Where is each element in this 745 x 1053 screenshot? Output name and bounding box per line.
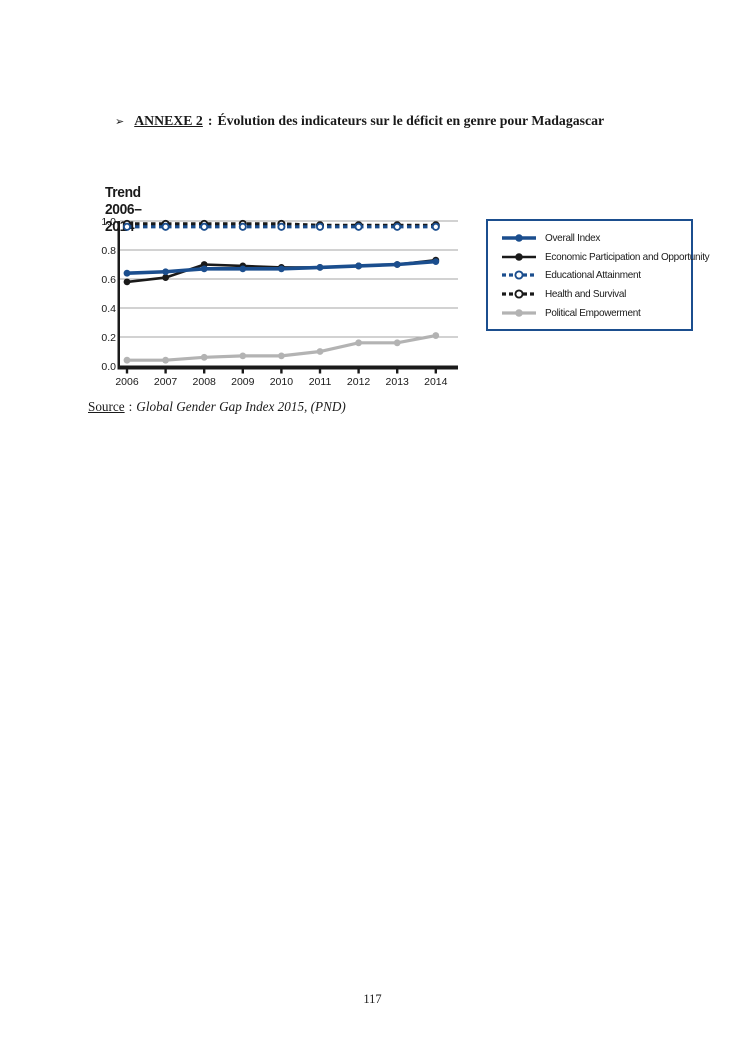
data-point: [123, 278, 131, 286]
x-tick-label: 2012: [347, 376, 371, 388]
y-tick-label: 0.8: [101, 245, 116, 257]
legend-swatch-icon: [502, 234, 536, 243]
header-separator: :: [207, 113, 213, 128]
legend-swatch-icon: [502, 289, 536, 299]
data-point: [315, 222, 325, 231]
x-tick: [357, 369, 360, 374]
arrow-bullet-icon: ➢: [115, 116, 125, 128]
x-tick: [241, 369, 244, 374]
legend-label: Educational Attainment: [545, 269, 641, 282]
legend-label: Political Empowerment: [545, 306, 641, 319]
data-point: [200, 353, 208, 361]
y-tick-label: 0.6: [101, 274, 116, 286]
x-tick: [125, 369, 129, 374]
legend-item: Economic Participation and Opportunity: [501, 248, 710, 267]
x-tick: [318, 369, 322, 374]
data-point: [123, 356, 131, 364]
source-label: Source: [88, 399, 125, 414]
data-point: [162, 356, 169, 364]
legend-swatch-icon: [502, 253, 536, 261]
y-tick-label: 1.0: [101, 216, 116, 228]
annexe-header-text: ANNEXE 2: Évolution des indicateurs sur l…: [134, 113, 604, 129]
legend-item: Political Empowerment: [501, 303, 691, 322]
x-tick-label: 2011: [309, 376, 332, 388]
data-point: [123, 269, 131, 277]
y-tick-label: 0.4: [101, 303, 116, 315]
data-point: [355, 262, 362, 270]
data-point: [161, 222, 170, 231]
annexe-title: Évolution des indicateurs sur le déficit…: [217, 113, 605, 128]
x-tick-label: 2014: [424, 376, 448, 388]
x-tick: [280, 369, 283, 374]
annexe-label: ANNEXE 2: [134, 113, 203, 128]
x-tick-label: 2007: [154, 376, 178, 388]
x-tick-label: 2006: [115, 376, 139, 388]
data-point: [393, 261, 401, 268]
y-tick-label: 0.2: [101, 332, 116, 344]
legend-label: Economic Participation and Opportunity: [545, 250, 710, 263]
legend-label: Health and Survival: [545, 288, 627, 301]
data-point: [239, 265, 247, 273]
data-point: [432, 258, 440, 265]
legend-item: Educational Attainment: [501, 266, 691, 285]
data-point: [393, 222, 402, 231]
source-separator: :: [128, 399, 133, 414]
legend-label: Overall Index: [545, 232, 601, 245]
data-point: [431, 222, 440, 231]
x-axis: [117, 365, 458, 370]
data-point: [122, 222, 132, 231]
annexe-header: ➢ ANNEXE 2: Évolution des indicateurs sur…: [115, 113, 675, 129]
source-text: Global Gender Gap Index 2015, (PND): [136, 399, 346, 414]
data-point: [200, 222, 209, 231]
y-axis: [117, 221, 120, 366]
x-tick-label: 2010: [270, 376, 294, 388]
data-point: [393, 339, 401, 347]
source-line: Source: Global Gender Gap Index 2015, (PN…: [88, 399, 346, 415]
x-tick: [396, 369, 399, 374]
chart-legend: Overall Index Economic Participation and …: [486, 219, 710, 331]
data-point: [162, 268, 169, 276]
legend-swatch-icon: [502, 308, 536, 317]
legend-swatch-icon: [502, 270, 536, 281]
data-point: [200, 265, 208, 273]
data-point: [162, 274, 169, 281]
data-point: [316, 348, 324, 355]
x-tick: [434, 369, 437, 374]
trend-line-chart: 0.0 0.2 0.4 0.6 0.8 1.0 2006 2007 2008 2009 2010 20…: [101, 216, 458, 388]
data-point: [355, 339, 362, 347]
data-point: [278, 265, 285, 273]
x-tick-label: 2013: [386, 376, 410, 388]
x-tick-label: 2009: [231, 376, 255, 388]
data-point: [239, 352, 247, 360]
legend-item: Health and Survival: [501, 285, 691, 304]
data-point: [278, 352, 285, 360]
y-tick-label: 0.0: [101, 361, 116, 373]
x-tick: [164, 369, 167, 374]
x-tick-label: 2008: [193, 376, 217, 388]
data-point: [277, 222, 286, 231]
data-point: [432, 332, 440, 339]
legend-item: Overall Index: [501, 229, 691, 248]
data-point: [238, 222, 247, 231]
x-tick: [203, 369, 206, 374]
data-point: [316, 264, 324, 271]
data-point: [354, 222, 363, 231]
page-number: 117: [363, 992, 382, 1006]
